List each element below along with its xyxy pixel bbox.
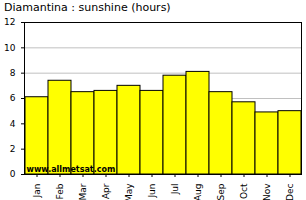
svg-text:www.allmetsat.com: www.allmetsat.com — [27, 165, 116, 174]
svg-text:2: 2 — [10, 144, 16, 154]
html-text:Diamantina : sunshine (hours): Diamantina : sunshine (hours) — [4, 1, 171, 14]
svg-text:8: 8 — [10, 68, 16, 78]
svg-text:Jul: Jul — [170, 184, 180, 196]
svg-text:Jun: Jun — [147, 184, 157, 199]
svg-text:Sep: Sep — [216, 183, 226, 200]
svg-text:0: 0 — [10, 169, 16, 179]
svg-text:Feb: Feb — [55, 183, 65, 199]
svg-text:12: 12 — [4, 17, 15, 27]
svg-text:Dec: Dec — [285, 183, 295, 200]
svg-text:Oct: Oct — [239, 183, 249, 199]
svg-text:6: 6 — [10, 93, 16, 103]
svg-text:Nov: Nov — [262, 183, 272, 200]
svg-text:4: 4 — [10, 119, 16, 129]
svg-text:10: 10 — [4, 43, 16, 53]
svg-text:Mar: Mar — [78, 183, 88, 200]
svg-text:May: May — [124, 183, 134, 200]
svg-text:Aug: Aug — [193, 184, 203, 200]
svg-text:Apr: Apr — [101, 183, 111, 199]
svg-text:Jan: Jan — [32, 184, 42, 199]
